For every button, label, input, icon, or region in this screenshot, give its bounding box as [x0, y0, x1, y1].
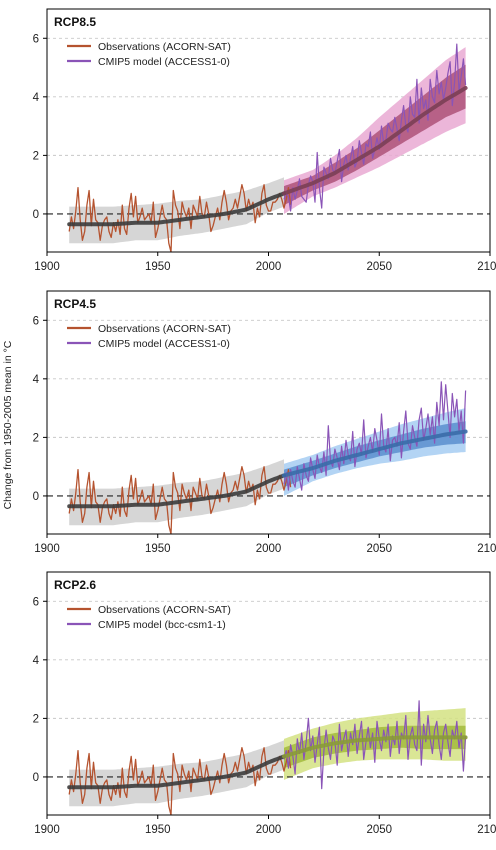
series-cmip5-model	[283, 381, 467, 491]
panel-rcp85: 0 2 4 6 1900 1950 2000 2050 2100 RCP8.5Observatio…	[33, 8, 496, 273]
panel-title-rcp85: RCP8.5	[54, 15, 96, 29]
x-tick-label-2000: 2000	[256, 824, 282, 836]
x-tick-label-1950: 1950	[145, 261, 171, 273]
x-tick-label-2050: 2050	[366, 824, 392, 836]
shared-y-axis-label: Change from 1950-2005 mean in °C	[2, 340, 14, 509]
historical-smoothed-line	[67, 473, 286, 509]
x-tick-label-2050: 2050	[366, 543, 392, 555]
historical-range-band	[69, 459, 284, 526]
x-tick-label-1900: 1900	[34, 824, 60, 836]
x-tick-label-2100: 2100	[477, 261, 496, 273]
x-tick-label-2000: 2000	[256, 543, 282, 555]
plot-area-rcp85	[47, 37, 490, 252]
historical-range-band	[69, 740, 284, 807]
x-tick-label-2050: 2050	[366, 261, 392, 273]
x-tick-label-1950: 1950	[145, 543, 171, 555]
series-observations	[68, 466, 292, 534]
historical-smoothed-line	[67, 754, 286, 790]
panel-title-rcp26: RCP2.6	[54, 578, 96, 592]
panel-rcp26: 0 2 4 6 1900 1950 2000 2050 2100 RCP2.6Observatio…	[33, 571, 496, 836]
y-tick-label-2: 2	[33, 432, 39, 444]
y-tick-label-6: 6	[33, 315, 39, 327]
panel-rcp45: 0 2 4 6 1900 1950 2000 2050 2100 RCP4.5Observatio…	[33, 290, 496, 555]
y-tick-label-4: 4	[33, 92, 40, 104]
x-tick-label-1900: 1900	[34, 543, 60, 555]
legend-label-model: CMIP5 model (bcc-csm1-1)	[98, 619, 226, 631]
legend-label-observations: Observations (ACORN-SAT)	[98, 323, 231, 335]
y-tick-label-6: 6	[33, 33, 39, 45]
x-tick-label-2100: 2100	[477, 543, 496, 555]
y-tick-label-0: 0	[33, 209, 39, 221]
y-tick-label-6: 6	[33, 596, 39, 608]
x-tick-label-2100: 2100	[477, 824, 496, 836]
plot-area-rcp45	[47, 319, 490, 534]
historical-range-band	[69, 177, 284, 244]
legend-label-observations: Observations (ACORN-SAT)	[98, 41, 231, 53]
x-tick-label-1900: 1900	[34, 261, 60, 273]
y-tick-label-4: 4	[33, 655, 40, 667]
historical-smoothed-line	[67, 191, 286, 227]
series-cmip5-model	[283, 700, 467, 790]
projection-median-line	[282, 735, 468, 759]
y-tick-label-2: 2	[33, 713, 39, 725]
legend-label-observations: Observations (ACORN-SAT)	[98, 604, 231, 616]
legend-label-model: CMIP5 model (ACCESS1-0)	[98, 56, 230, 68]
plot-area-rcp26	[47, 600, 490, 815]
x-tick-label-1950: 1950	[145, 824, 171, 836]
series-observations	[68, 747, 292, 815]
projection-median-line	[282, 429, 468, 478]
y-tick-label-0: 0	[33, 772, 39, 784]
legend-label-model: CMIP5 model (ACCESS1-0)	[98, 338, 230, 350]
y-tick-label-2: 2	[33, 150, 39, 162]
y-tick-label-4: 4	[33, 374, 40, 386]
y-tick-label-0: 0	[33, 491, 39, 503]
projection-median-line	[282, 86, 468, 196]
panel-title-rcp45: RCP4.5	[54, 297, 96, 311]
x-tick-label-2000: 2000	[256, 261, 282, 273]
series-observations	[68, 184, 292, 252]
